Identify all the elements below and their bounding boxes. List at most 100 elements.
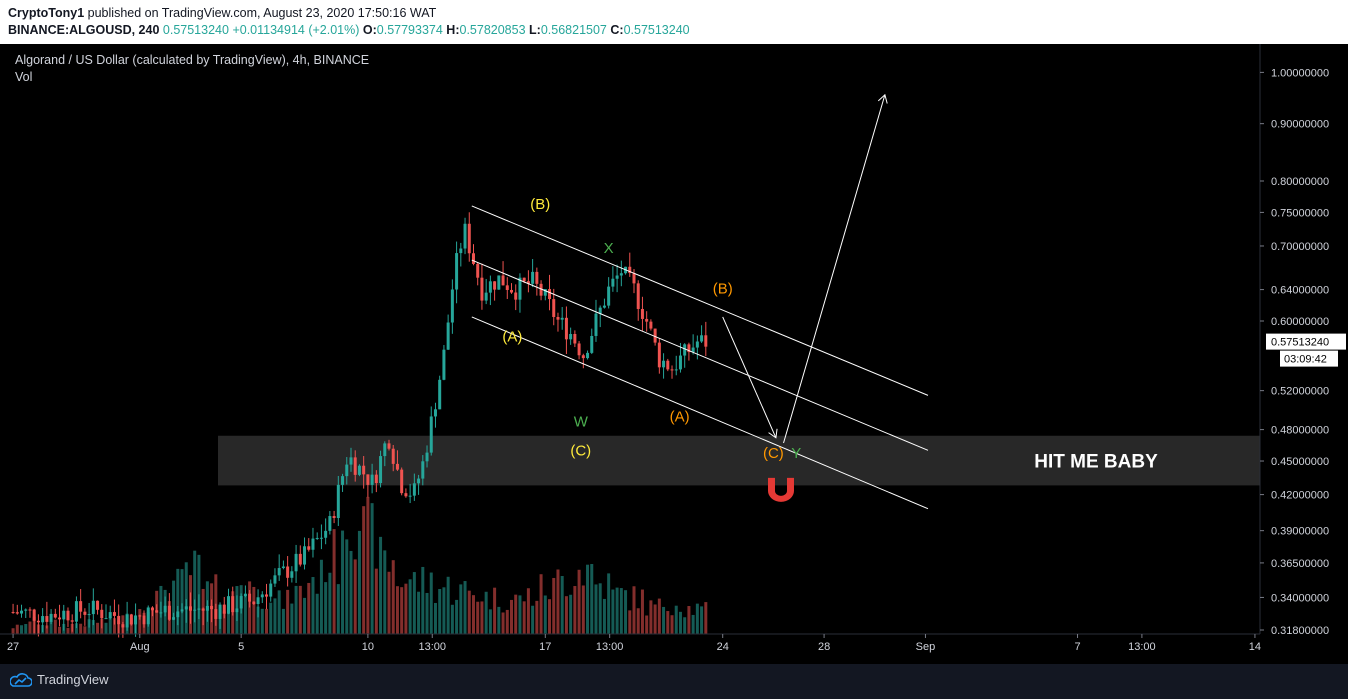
- volume-bar: [433, 602, 437, 634]
- candle-body: [260, 594, 264, 598]
- volume-bar: [53, 619, 57, 634]
- volume-bar: [336, 584, 340, 634]
- candle-body: [277, 568, 281, 576]
- author-name[interactable]: CryptoTony1: [8, 6, 85, 20]
- candle-body: [433, 409, 437, 417]
- candle-body: [607, 286, 611, 306]
- volume-bar: [294, 585, 298, 634]
- volume-bar: [96, 622, 100, 634]
- candle-body: [560, 317, 564, 320]
- support-zone[interactable]: [218, 435, 1260, 486]
- candle-body: [108, 612, 112, 619]
- candle-body: [581, 355, 585, 359]
- candle-body: [683, 344, 687, 356]
- projection-down-line[interactable]: [722, 316, 777, 438]
- candle-body: [417, 478, 421, 484]
- candle-body: [239, 596, 243, 609]
- channel-upper-line[interactable]: [471, 205, 929, 396]
- volume-bar: [112, 618, 116, 634]
- volume-bar: [611, 589, 615, 634]
- candle-body: [674, 369, 678, 371]
- candle-body: [493, 281, 497, 290]
- volume-bar: [425, 592, 429, 634]
- volume-bar: [455, 599, 459, 634]
- candle-body: [476, 263, 480, 278]
- candle-body: [357, 465, 361, 475]
- wave-label: Y: [791, 445, 801, 462]
- volume-bar: [49, 620, 53, 634]
- time-tick-label: 10: [362, 641, 374, 653]
- volume-bar: [281, 608, 285, 634]
- open-label: O:: [362, 23, 377, 37]
- candle-body: [670, 369, 674, 371]
- volume-bar: [463, 581, 467, 634]
- volume-bar: [501, 612, 505, 634]
- channel-lower-line[interactable]: [471, 316, 929, 510]
- candle-body: [188, 606, 192, 611]
- candle-body: [176, 611, 180, 618]
- candle-body: [425, 452, 429, 462]
- volume-bar: [307, 582, 311, 634]
- candle-body: [421, 461, 425, 479]
- tradingview-logo[interactable]: TradingView: [10, 672, 109, 687]
- volume-bar: [700, 606, 704, 634]
- candle-body: [32, 609, 36, 621]
- candle-body: [91, 600, 95, 615]
- low-label: L:: [529, 23, 541, 37]
- volume-bar: [180, 569, 184, 634]
- candle-body: [700, 335, 704, 342]
- last-price-badge: [1266, 333, 1346, 350]
- volume-bar: [564, 596, 568, 634]
- price-tick-label: 0.52000000: [1271, 386, 1329, 398]
- candle-body: [129, 614, 133, 625]
- candle-body: [349, 457, 353, 465]
- candle-body: [146, 607, 150, 625]
- wave-label: (A): [502, 329, 522, 346]
- candle-body: [218, 604, 222, 619]
- projection-up-line[interactable]: [783, 94, 886, 444]
- zone-label: HIT ME BABY: [1034, 452, 1158, 473]
- candle-body: [497, 275, 501, 290]
- volume-bar: [290, 603, 294, 634]
- candle-body: [74, 601, 78, 622]
- candle-body: [180, 609, 184, 612]
- candle-body: [167, 605, 171, 620]
- footer-bar: [0, 664, 1348, 699]
- price-chart[interactable]: HIT ME BABY (B) X (B) (A) W (C) (A) (C) Y 1.0000…: [0, 44, 1348, 664]
- volume-bar: [552, 577, 556, 634]
- candle-body: [269, 583, 273, 597]
- volume-bar: [678, 611, 682, 634]
- volume-bar: [303, 597, 307, 634]
- volume-bar: [624, 590, 628, 634]
- chart-background: [0, 44, 1348, 664]
- volume-bar: [265, 608, 269, 634]
- time-tick-label: 13:00: [1128, 641, 1156, 653]
- volume-bar: [176, 568, 180, 634]
- volume-bar: [535, 600, 539, 634]
- arrowhead-up: [877, 93, 888, 104]
- volume-bar: [421, 566, 425, 634]
- price-tick-label: 0.36500000: [1271, 558, 1329, 570]
- candle-body: [632, 273, 636, 284]
- candle-body: [636, 283, 640, 309]
- volume-bar: [594, 584, 598, 634]
- wave-label: (A): [670, 409, 690, 426]
- volume-bar: [383, 550, 387, 634]
- volume-bar: [252, 586, 256, 634]
- candle-body: [379, 456, 383, 484]
- candle-body: [531, 271, 535, 284]
- ohlc-line: BINANCE:ALGOUSD, 240 0.57513240 +0.01134…: [8, 23, 690, 37]
- candle-body: [235, 608, 239, 613]
- candle-body: [315, 537, 319, 539]
- volume-bar: [438, 589, 442, 634]
- channel-middle-line[interactable]: [471, 259, 929, 451]
- candle-body: [408, 495, 412, 497]
- candle-body: [366, 474, 370, 485]
- volume-bar: [598, 583, 602, 634]
- volume-bar: [518, 595, 522, 634]
- volume-bar: [269, 602, 273, 634]
- volume-bar: [581, 585, 585, 634]
- volume-bar: [345, 539, 349, 634]
- volume-bar: [395, 586, 399, 634]
- price-tick-label: 0.48000000: [1271, 425, 1329, 437]
